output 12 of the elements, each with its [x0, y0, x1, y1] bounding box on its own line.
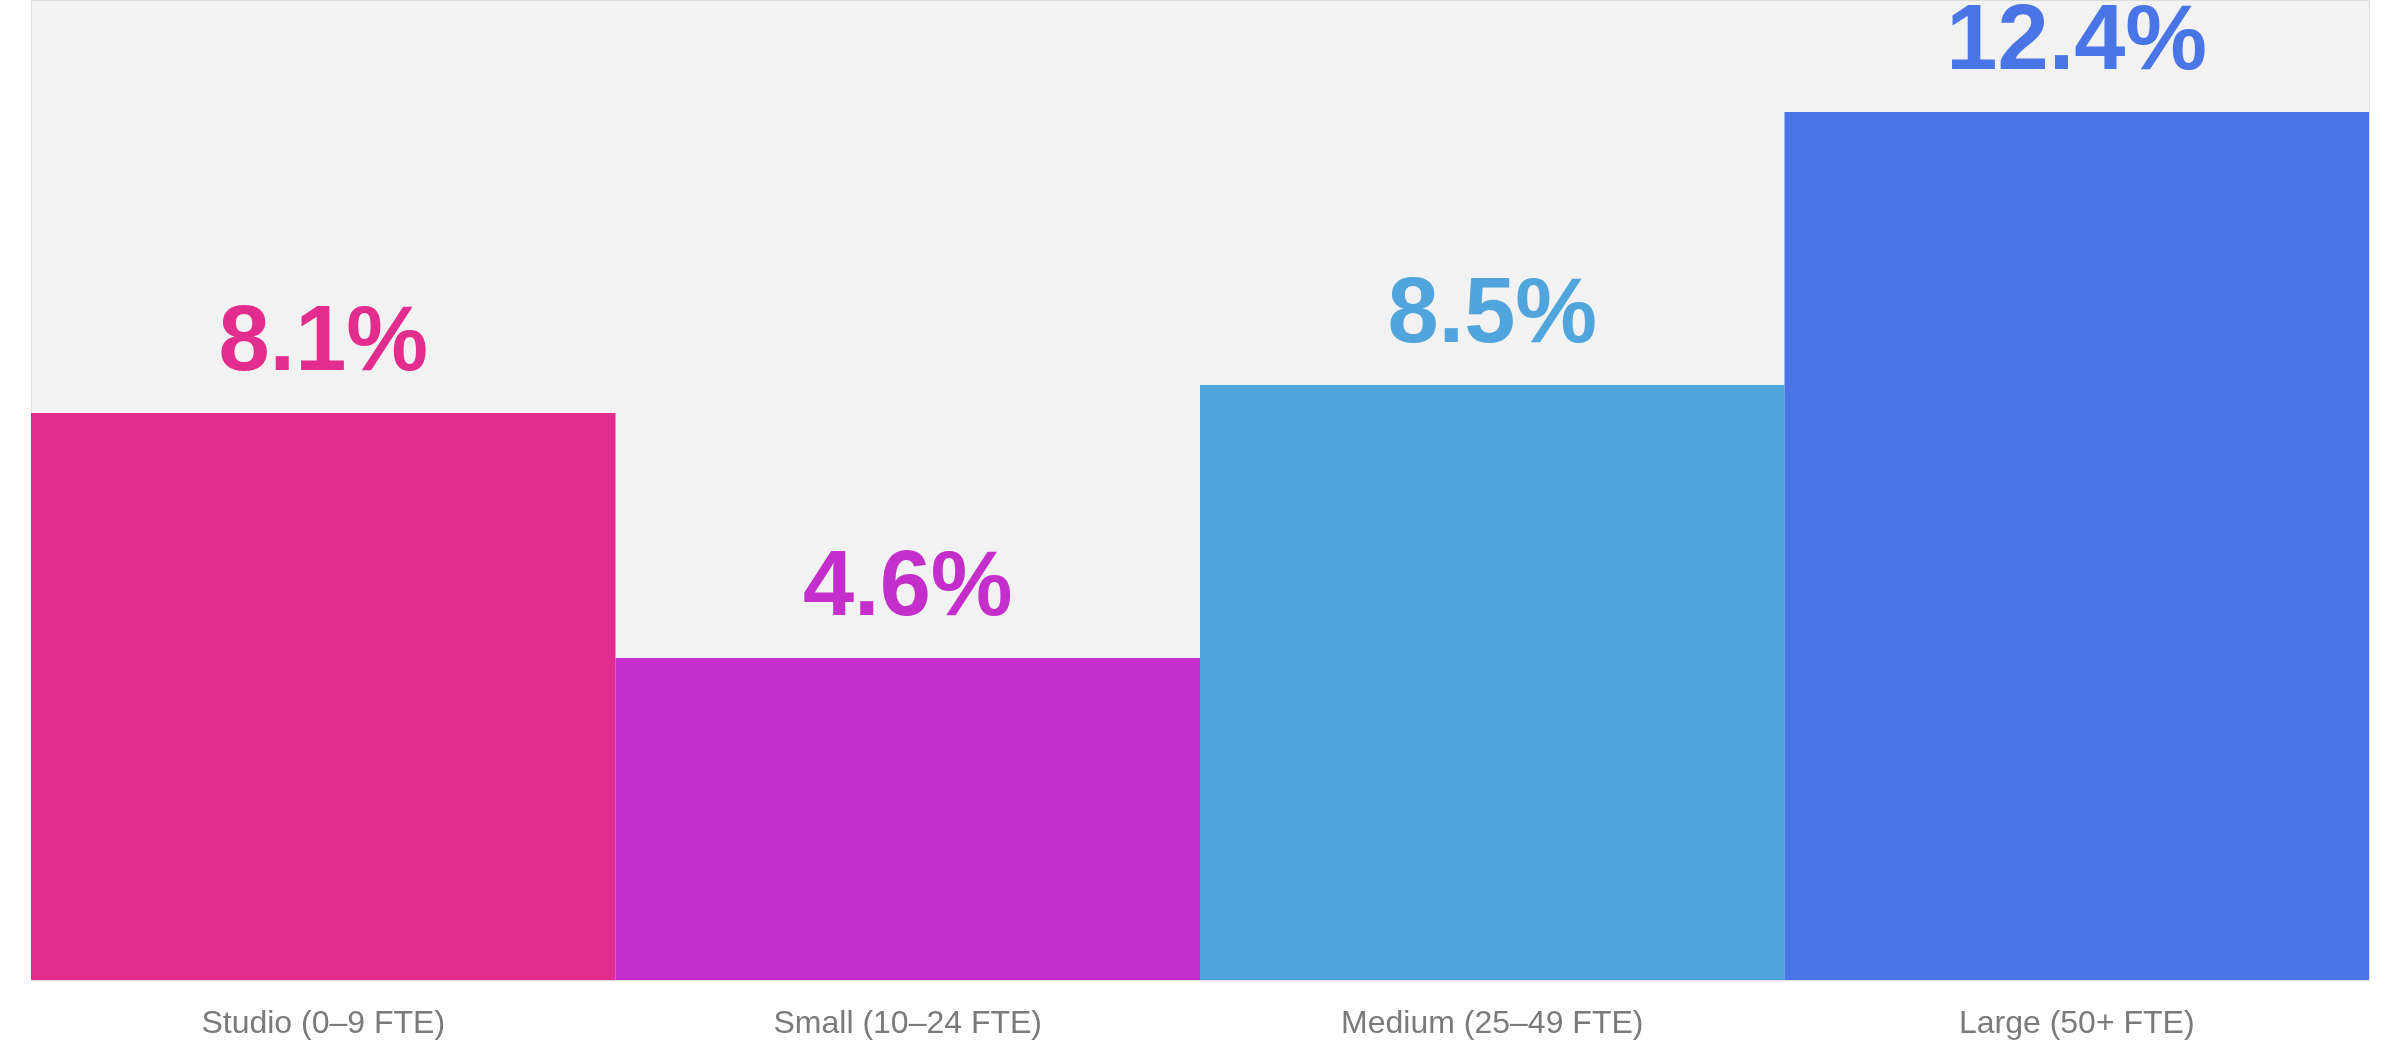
x-tick-label: Studio (0–9 FTE): [201, 1003, 446, 1040]
x-tick-label: Medium (25–49 FTE): [1341, 1003, 1644, 1040]
data-label: 8.5%: [1387, 259, 1598, 361]
bar: [1784, 112, 2369, 980]
data-label: 12.4%: [1946, 0, 2208, 88]
bar: [31, 413, 616, 980]
bar: [615, 658, 1200, 980]
bar: [1200, 385, 1785, 980]
data-label: 8.1%: [218, 287, 429, 389]
x-tick-label: Large (50+ FTE): [1958, 1003, 2195, 1040]
data-label: 4.6%: [802, 532, 1013, 634]
x-tick-label: Small (10–24 FTE): [773, 1003, 1043, 1040]
